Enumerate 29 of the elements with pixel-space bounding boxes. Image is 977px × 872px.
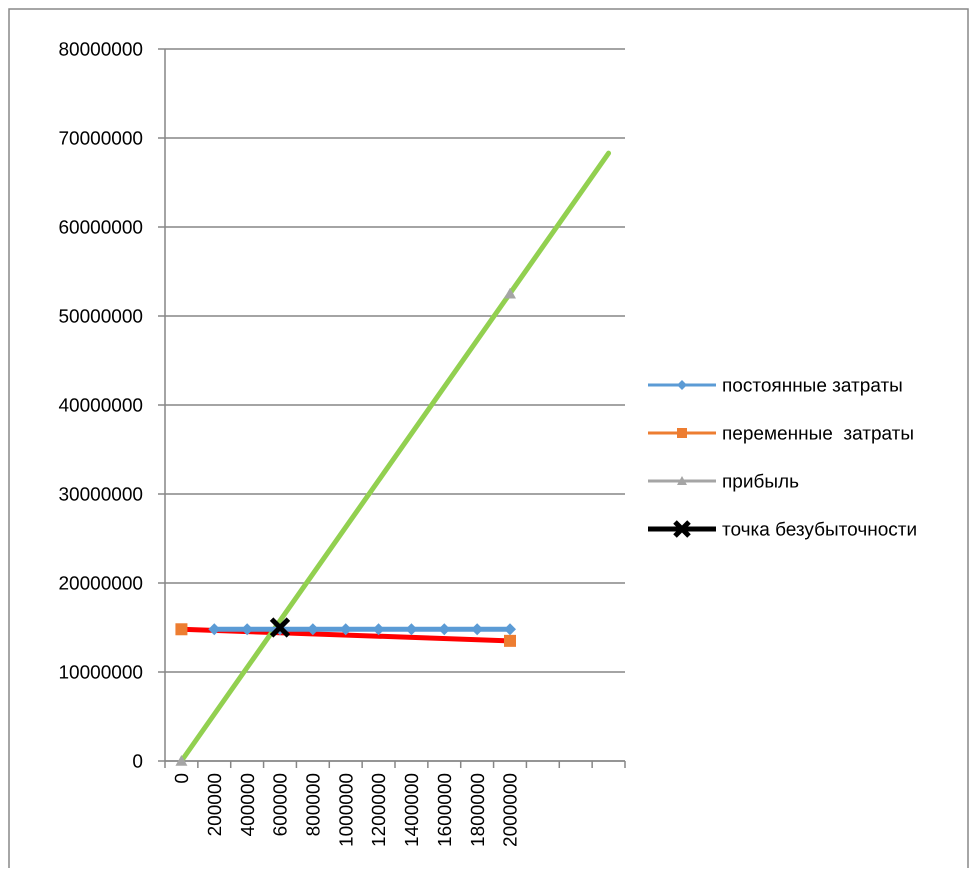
point [175,755,188,766]
x-tick-label: 1400000 [402,773,424,847]
x-tick-label: 0 [172,773,194,784]
point [269,616,291,638]
point [504,288,516,299]
y-tick-label: 60000000 [58,218,143,239]
x-tick-label: 1800000 [468,773,489,847]
x-tick-label: 600000 [270,773,292,836]
x-tick-label: 400000 [238,773,259,836]
x-tick-label: 1600000 [434,773,456,847]
y-tick-label: 80000000 [58,40,143,61]
y-tick-label: 70000000 [58,128,143,150]
x-tick-label: 1000000 [336,773,358,847]
point [175,623,188,636]
x-tick-label: 200000 [204,773,226,836]
x-tick-label: 800000 [304,773,325,836]
x-tick-label: 2000000 [500,773,522,847]
legend-label: постоянные затраты [722,376,903,397]
legend-label: переменные затраты [722,424,914,445]
x-tick-label: 1200000 [369,773,390,847]
y-tick-label: 30000000 [58,484,143,506]
y-tick-label: 20000000 [58,574,143,595]
y-tick-label: 50000000 [58,306,143,328]
y-tick-label: 10000000 [58,662,143,684]
y-tick-label: 40000000 [58,396,143,417]
point [504,634,516,647]
legend-label: точка безубыточности [722,520,918,541]
y-tick-label: 0 [132,752,143,773]
legend-label: прибыль [722,472,800,493]
